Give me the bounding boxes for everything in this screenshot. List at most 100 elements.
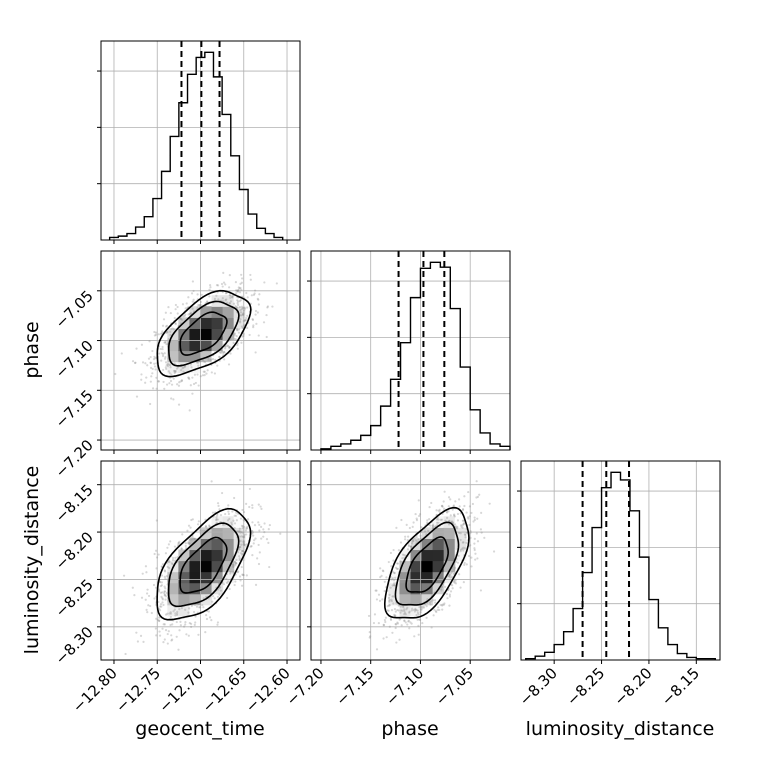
scatter-point: [172, 369, 176, 372]
density-cell: [211, 516, 224, 528]
scatter-point: [160, 605, 163, 608]
density-cell: [388, 604, 401, 617]
scatter-point: [213, 297, 217, 300]
scatter-point: [433, 601, 437, 604]
scatter-point: [199, 375, 202, 378]
scatter-point: [257, 521, 260, 524]
density-cell: [189, 560, 202, 573]
scatter-point: [177, 384, 181, 387]
scatter-point: [161, 563, 165, 566]
scatter-point: [172, 328, 175, 331]
scatter-point: [408, 526, 411, 530]
scatter-point: [252, 534, 255, 537]
scatter-point: [243, 309, 246, 312]
scatter-point: [164, 629, 168, 632]
scatter-point: [242, 573, 245, 576]
density-cell: [167, 361, 179, 374]
scatter-point: [391, 631, 394, 634]
scatter-point: [419, 618, 422, 622]
density-cell: [178, 350, 191, 363]
scatter-point: [230, 521, 233, 524]
scatter-point: [200, 529, 203, 532]
scatter-point: [420, 608, 423, 611]
scatter-point: [469, 536, 472, 539]
scatter-point: [209, 286, 212, 289]
density-cell: [211, 306, 224, 318]
scatter-point: [163, 341, 166, 344]
scatter-point: [191, 300, 194, 303]
scatter-point: [201, 374, 204, 377]
scatter-point: [210, 480, 213, 483]
scatter-point: [164, 587, 167, 590]
scatter-point: [382, 623, 385, 626]
scatter-point: [165, 591, 169, 595]
scatter-point: [174, 370, 177, 374]
scatter-point: [179, 317, 182, 321]
scatter-point: [236, 289, 239, 292]
scatter-point: [135, 395, 139, 398]
scatter-point: [448, 604, 451, 607]
scatter-point: [139, 634, 143, 637]
scatter-point: [420, 605, 423, 608]
scatter-point: [191, 536, 194, 539]
scatter-point: [246, 296, 249, 299]
scatter-point: [159, 603, 163, 606]
scatter-point: [196, 361, 200, 364]
density-cell: [410, 571, 423, 584]
scatter-point: [216, 364, 219, 367]
y-tick-label-phase: −7.20: [52, 436, 97, 481]
scatter-point: [455, 527, 459, 530]
scatter-point: [210, 371, 213, 374]
scatter-point: [455, 560, 458, 563]
density-cell: [167, 593, 179, 606]
scatter-point: [228, 274, 231, 277]
scatter-point: [383, 618, 387, 622]
scatter-point: [392, 579, 396, 582]
density-cell: [189, 593, 202, 606]
scatter-point: [236, 347, 239, 350]
scatter-point: [176, 612, 179, 615]
scatter-point: [465, 511, 468, 514]
scatter-point: [188, 538, 191, 542]
scatter-point: [206, 300, 209, 303]
scatter-point: [150, 611, 153, 615]
scatter-point: [459, 550, 462, 553]
scatter-point: [449, 576, 452, 579]
scatter-point: [459, 524, 463, 527]
scatter-point: [204, 525, 207, 528]
scatter-point: [233, 337, 237, 341]
scatter-point: [199, 300, 203, 304]
scatter-point: [159, 591, 162, 594]
scatter-point: [135, 631, 138, 634]
scatter-point: [176, 383, 179, 386]
scatter-point: [158, 634, 162, 637]
density-cell: [410, 582, 423, 595]
scatter-point: [237, 286, 240, 289]
scatter-point: [122, 574, 126, 577]
scatter-point: [404, 621, 407, 624]
scatter-point: [410, 609, 413, 612]
scatter-point: [154, 549, 158, 552]
density-cell: [222, 549, 235, 562]
scatter-point: [199, 532, 202, 535]
scatter-point: [208, 616, 212, 619]
scatter-point: [177, 403, 181, 406]
scatter-point: [250, 545, 253, 548]
scatter-point: [208, 288, 211, 291]
scatter-point: [472, 520, 475, 523]
scatter-point: [456, 519, 460, 522]
density-cell: [211, 538, 224, 551]
scatter-point: [237, 290, 240, 293]
scatter-point: [120, 352, 123, 355]
scatter-point: [403, 612, 406, 616]
scatter-point: [145, 571, 148, 574]
scatter-point: [390, 600, 393, 603]
scatter-point: [266, 306, 269, 309]
scatter-point: [411, 525, 414, 528]
scatter-point: [217, 504, 220, 507]
scatter-point: [389, 618, 393, 621]
scatter-point: [185, 302, 188, 305]
scatter-point: [153, 330, 156, 334]
scatter-point: [179, 624, 182, 627]
scatter-point: [462, 522, 465, 525]
